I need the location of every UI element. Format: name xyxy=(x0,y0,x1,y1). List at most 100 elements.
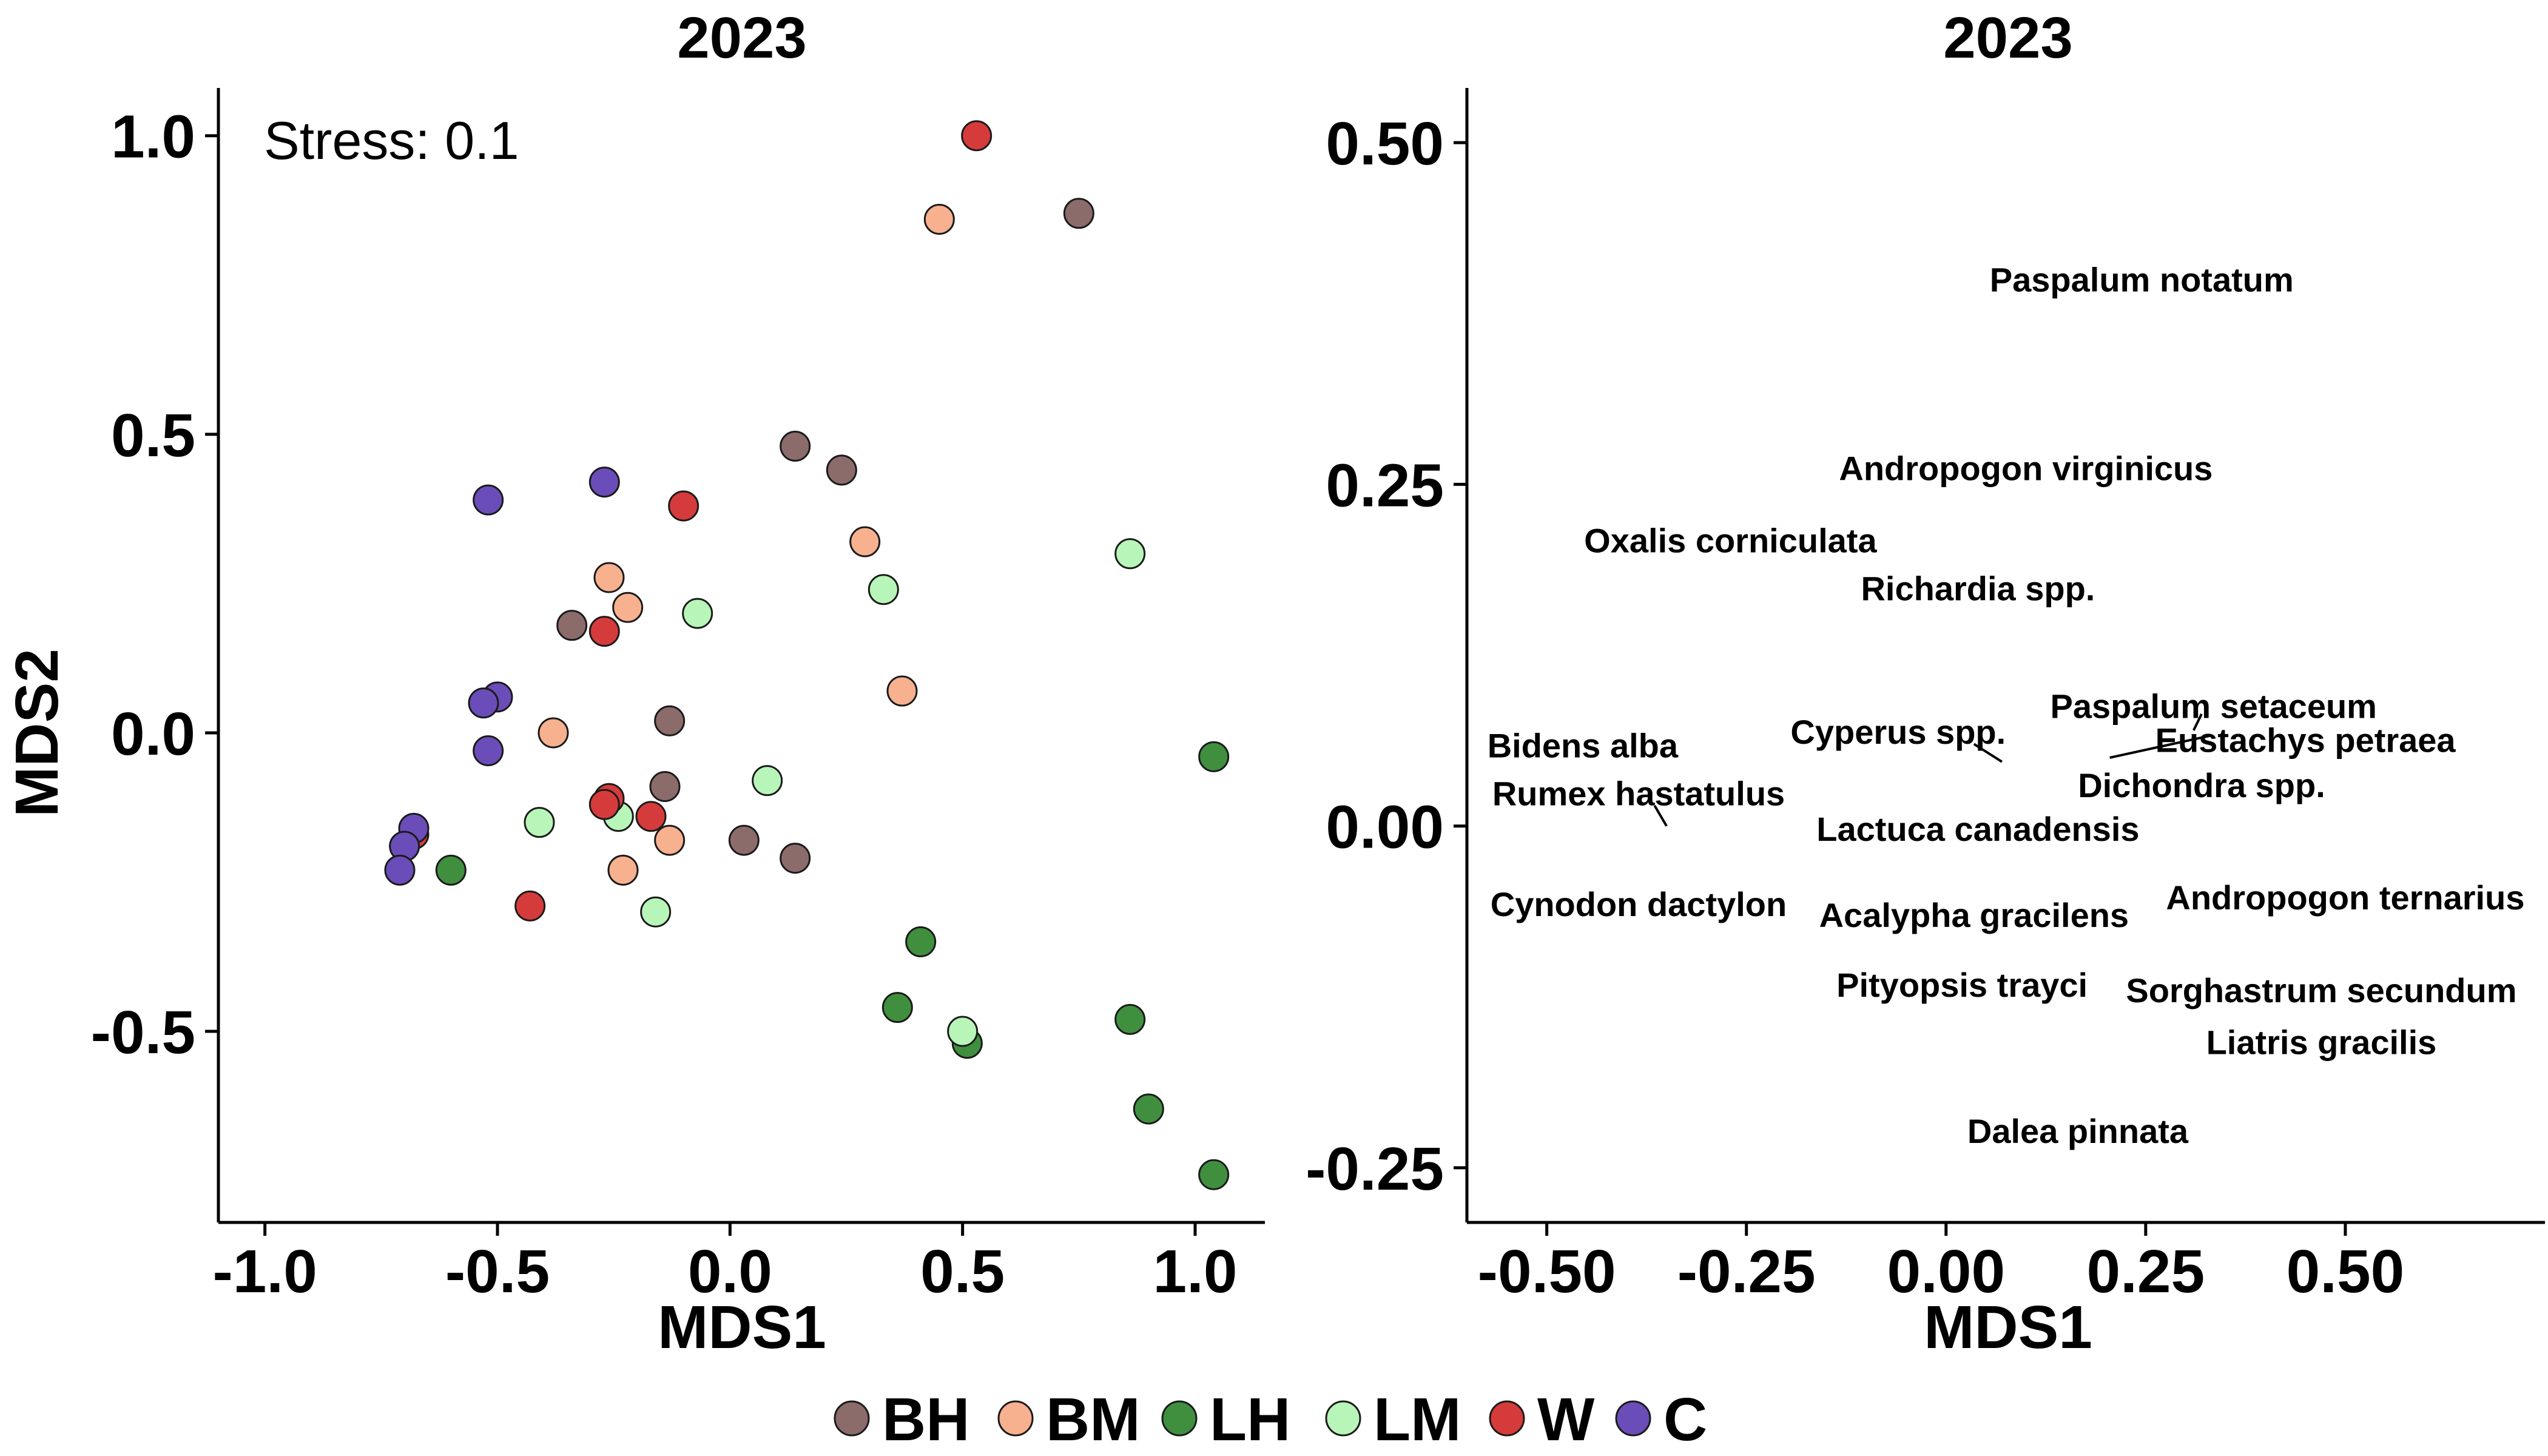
point-lm xyxy=(640,896,672,928)
legend-label: LH xyxy=(1210,1386,1290,1454)
left-y-tick-label: 1.0 xyxy=(111,103,195,171)
left-x-tick-label: -0.5 xyxy=(445,1238,550,1306)
right-x-tick-label: -0.25 xyxy=(1677,1238,1816,1306)
species-label: Eustachys petraea xyxy=(2155,721,2456,760)
point-lh xyxy=(435,854,467,886)
species-label: Sorghastrum secundum xyxy=(2126,971,2516,1009)
species-leader-line xyxy=(1973,743,2003,763)
right-x-tick-label: 0.25 xyxy=(2087,1238,2205,1306)
legend-item-w: W xyxy=(1489,1386,1595,1454)
left-x-tick-label: 1.0 xyxy=(1153,1238,1237,1306)
point-lh xyxy=(881,992,913,1023)
point-lm xyxy=(1114,538,1146,570)
species-label: Oxalis corniculata xyxy=(1584,522,1877,560)
legend-label: BM xyxy=(1046,1386,1141,1454)
species-label: Lactuca canadensis xyxy=(1816,810,2139,848)
stress-annotation: Stress: 0.1 xyxy=(264,110,519,170)
point-bh xyxy=(556,610,588,641)
legend-marker xyxy=(1325,1400,1361,1437)
point-lm xyxy=(752,765,783,797)
species-leader-line xyxy=(2109,734,2210,759)
legend-label: BH xyxy=(882,1386,969,1454)
species-label: Andropogon ternarius xyxy=(2166,878,2524,917)
point-bm xyxy=(612,592,644,623)
legend-marker xyxy=(997,1400,1034,1437)
legend-item-bh: BH xyxy=(834,1386,969,1454)
species-label: Rumex hastatulus xyxy=(1492,775,1785,813)
legend-label: LM xyxy=(1373,1386,1461,1454)
legend-item-lh: LH xyxy=(1161,1386,1290,1454)
point-lm xyxy=(868,574,899,605)
legend-marker xyxy=(1615,1400,1651,1437)
right-x-tick-label: -0.50 xyxy=(1478,1238,1616,1306)
left-x-axis-title: MDS1 xyxy=(658,1293,826,1361)
point-bm xyxy=(923,204,955,235)
legend-marker xyxy=(834,1400,870,1437)
species-leader-line xyxy=(2192,713,2203,731)
ordination-panel-left: 2023 Stress: 0.1 -1.0 -0.5 0.0 0.5 1.0 -0.5 0.… xyxy=(3,5,1265,1361)
legend-item-bm: BM xyxy=(997,1386,1141,1454)
point-bh xyxy=(1063,198,1094,229)
right-x-tick-label: 0.00 xyxy=(1887,1238,2005,1306)
left-y-axis-title: MDS2 xyxy=(3,649,71,817)
point-bm xyxy=(886,675,918,707)
legend-marker xyxy=(1489,1400,1525,1437)
legend-item-lm: LM xyxy=(1325,1386,1461,1454)
point-bm xyxy=(538,717,569,749)
point-w xyxy=(588,789,620,820)
species-label: Pityopsis trayci xyxy=(1836,966,2088,1004)
species-label: Paspalum setaceum xyxy=(2050,687,2376,725)
left-y-tick-label: 0.5 xyxy=(111,402,195,470)
point-lh xyxy=(1198,1159,1230,1190)
site-points xyxy=(384,120,1230,1190)
ordination-panel-right: 2023 Paspalum notatum Andropogon virginic… xyxy=(1306,5,2545,1361)
point-bh xyxy=(649,771,681,803)
point-c xyxy=(473,484,504,516)
species-label: Richardia spp. xyxy=(1861,570,2095,608)
left-axes: -1.0 -0.5 0.0 0.5 1.0 -0.5 0.0 0.5 1.0 xyxy=(91,88,1265,1306)
species-label: Acalypha gracilens xyxy=(1819,896,2129,934)
point-bh xyxy=(780,843,811,874)
point-lh xyxy=(905,926,937,957)
species-labels: Paspalum notatum Andropogon virginicus Oxa… xyxy=(1488,260,2525,1150)
left-x-tick-label: 0.5 xyxy=(920,1238,1005,1306)
point-w xyxy=(668,490,699,522)
species-label: Bidens alba xyxy=(1488,727,1679,765)
point-w xyxy=(588,616,620,647)
species-label: Dalea pinnata xyxy=(1967,1112,2189,1150)
left-x-tick-label: -1.0 xyxy=(213,1238,317,1306)
point-lm xyxy=(524,807,555,838)
right-panel-title: 2023 xyxy=(1943,5,2073,70)
species-leader-line xyxy=(1653,804,1668,827)
point-lm xyxy=(947,1016,979,1047)
species-label: Cyperus spp. xyxy=(1790,713,2006,751)
point-c xyxy=(588,467,620,498)
right-x-tick-label: 0.50 xyxy=(2287,1238,2405,1306)
legend: BH BM LH LM W C xyxy=(834,1386,1707,1454)
species-label: Liatris gracilis xyxy=(2206,1023,2437,1062)
right-x-axis-title: MDS1 xyxy=(1924,1293,2092,1361)
point-bh xyxy=(654,705,686,736)
point-c xyxy=(473,735,504,766)
point-lh xyxy=(1133,1093,1164,1125)
legend-item-c: C xyxy=(1615,1386,1707,1454)
point-c xyxy=(384,854,416,886)
legend-label: W xyxy=(1537,1386,1595,1454)
point-lm xyxy=(682,598,713,629)
point-lh xyxy=(1114,1003,1146,1035)
right-y-tick-label: 0.00 xyxy=(1326,794,1444,861)
left-y-tick-label: -0.5 xyxy=(91,999,195,1067)
species-label: Andropogon virginicus xyxy=(1839,449,2213,487)
species-leader-lines xyxy=(1653,713,2210,827)
legend-label: C xyxy=(1663,1386,1707,1454)
point-bh xyxy=(826,454,857,486)
point-bh xyxy=(728,824,760,856)
right-axes: -0.50 -0.25 0.00 0.25 0.50 -0.25 0.00 0.25 0.50 xyxy=(1306,88,2545,1306)
point-w xyxy=(514,890,546,922)
right-y-tick-label: 0.25 xyxy=(1326,451,1444,519)
species-label: Cynodon dactylon xyxy=(1491,885,1787,923)
point-bm xyxy=(593,562,625,593)
species-label: Paspalum notatum xyxy=(1990,260,2294,298)
